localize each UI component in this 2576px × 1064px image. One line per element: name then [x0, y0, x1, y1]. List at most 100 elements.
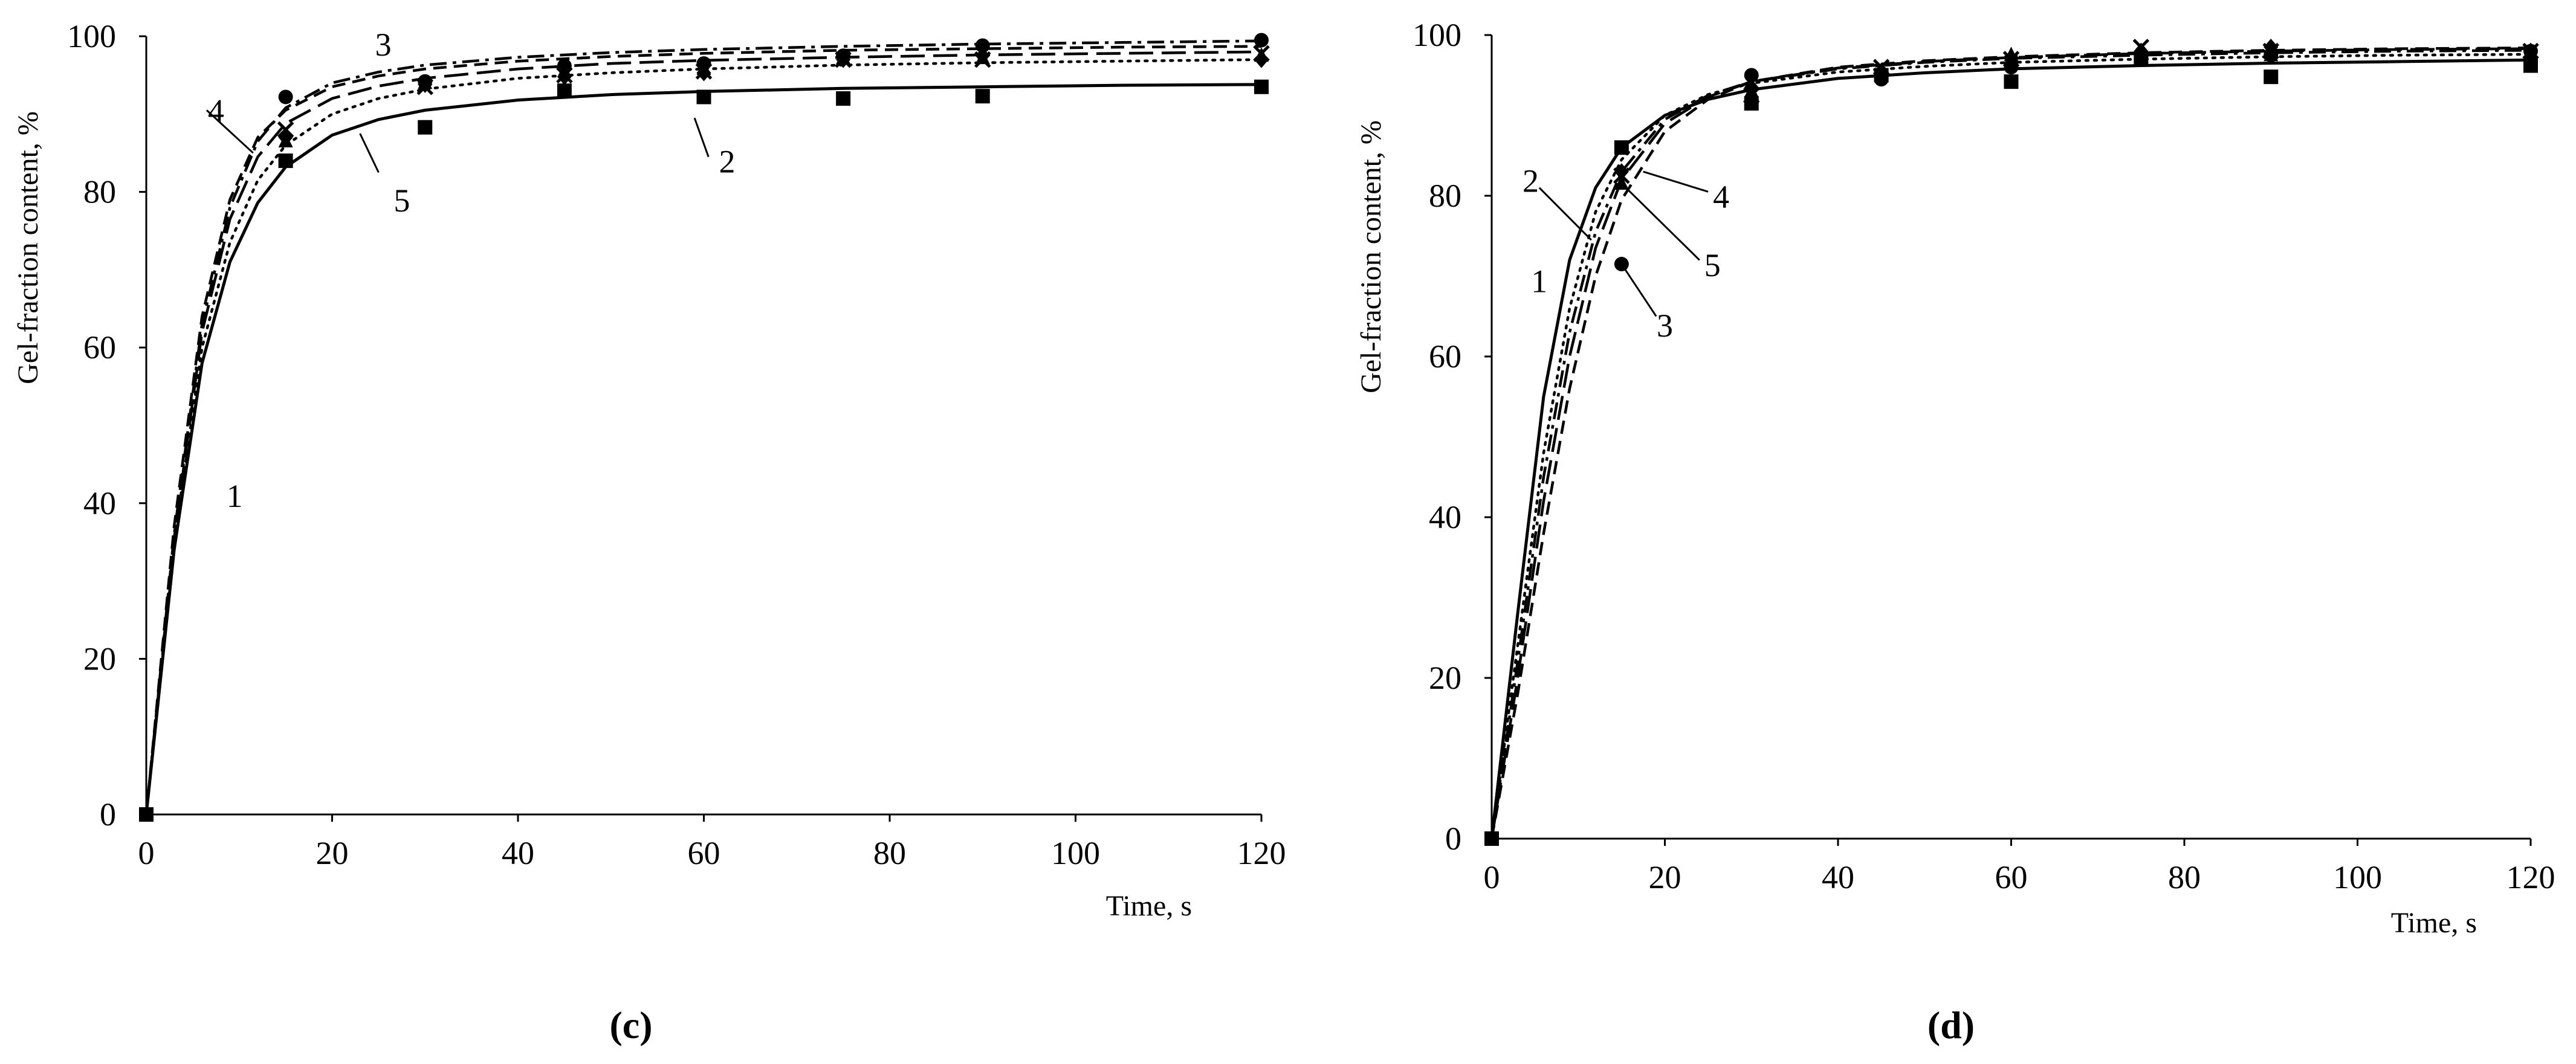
curve-labels-d: 1 2 3 4 5: [1523, 163, 1729, 343]
y-tick-label: 40: [83, 485, 116, 521]
axes-c: 0 20 40 60 80 100 120 0 20 40 60 80 100: [67, 18, 1286, 871]
data-point-series-1: [696, 89, 711, 105]
data-point-series-4: [975, 47, 990, 65]
data-point-series-3: [975, 38, 990, 53]
y-tick-label: 40: [1429, 499, 1461, 535]
x-axis-label: Time, s: [1106, 890, 1192, 922]
y-axis-label: Gel-fraction content, %: [12, 111, 44, 384]
curve-label-5: 5: [393, 182, 410, 219]
curve-label-2: 2: [1523, 163, 1539, 199]
x-tick-label: 120: [1237, 835, 1286, 871]
x-tick-label: 40: [502, 835, 534, 871]
label-leaders-d: [1538, 170, 1709, 317]
data-point-series-5: [1613, 167, 1630, 184]
data-point-series-5: [2522, 42, 2539, 60]
chart-panel-c: 0 20 40 60 80 100 120 0 20 40 60 80 100 1 2 3 4 5 Gel-fr…: [12, 18, 1286, 1046]
x-tick-label: 0: [138, 835, 155, 871]
data-point-series-3: [1744, 68, 1759, 83]
x-tick-label: 120: [2506, 859, 2555, 895]
label-leaders-c: [205, 109, 710, 173]
data-point-series-3: [278, 89, 293, 105]
y-axis-label: Gel-fraction content, %: [1355, 120, 1387, 393]
data-point-series-5: [277, 121, 294, 138]
data-point-series-5: [835, 51, 852, 68]
axes-d: 0 20 40 60 80 100 120 0 20 40 60 80 100: [1413, 17, 2555, 895]
fit-curve-series-4: [144, 45, 1262, 815]
data-point-series-1: [975, 89, 990, 104]
data-point-series-5: [2002, 51, 2020, 68]
x-tick-label: 80: [873, 835, 906, 871]
y-tick-label: 0: [100, 796, 116, 833]
x-tick-label: 40: [1822, 859, 1854, 895]
data-point-series-5: [1743, 86, 1760, 104]
data-point-series-1: [2004, 74, 2019, 89]
curve-label-5: 5: [1704, 247, 1721, 283]
fit-curve-series-3: [1490, 49, 2531, 839]
curve-label-1: 1: [227, 478, 243, 514]
curve-label-4: 4: [1713, 179, 1729, 215]
data-point-series-5: [416, 78, 434, 95]
fit-curve-series-5: [1490, 47, 2531, 839]
data-point-series-5: [2262, 42, 2280, 60]
x-tick-label: 20: [316, 835, 349, 871]
data-point-series-1: [418, 120, 433, 135]
curve-label-4: 4: [208, 93, 224, 129]
curve-label-2: 2: [719, 143, 735, 179]
data-point-series-1: [836, 91, 851, 106]
panel-label: (d): [1927, 1004, 1975, 1046]
fit-curve-series-3: [144, 39, 1262, 815]
x-tick-label: 60: [688, 835, 720, 871]
curve-label-1: 1: [1531, 263, 1547, 300]
data-markers-d: [1484, 38, 2539, 846]
curve-label-3: 3: [1657, 308, 1673, 344]
label-leader-line: [1620, 263, 1657, 317]
y-tick-label: 60: [83, 329, 116, 366]
x-tick-label: 0: [1484, 859, 1500, 895]
data-point-series-4: [2004, 54, 2019, 72]
x-tick-label: 60: [1995, 859, 2028, 895]
y-tick-label: 60: [1429, 338, 1461, 375]
label-leader-line: [693, 117, 710, 158]
data-point-series-1: [1254, 79, 1269, 94]
data-point-series-1: [139, 807, 154, 822]
fit-curves-d: [1490, 47, 2532, 840]
fit-curves-c: [144, 39, 1263, 816]
fit-curve-series-2: [144, 58, 1263, 816]
x-tick-label: 80: [2168, 859, 2201, 895]
data-point-series-1: [2264, 69, 2279, 85]
data-point-series-5: [1872, 59, 1890, 76]
data-markers-c: [139, 33, 1270, 822]
fit-curve-series-4: [1490, 47, 2531, 839]
y-tick-label: 80: [1429, 178, 1461, 214]
y-tick-label: 80: [83, 174, 116, 210]
y-tick-label: 100: [1413, 17, 1461, 53]
label-leader-line: [1625, 187, 1700, 261]
y-tick-label: 20: [83, 640, 116, 677]
data-point-series-5: [1253, 45, 1270, 62]
panel-label: (c): [609, 1004, 652, 1046]
data-point-series-3: [1254, 33, 1269, 48]
data-point-series-2: [1614, 175, 1629, 190]
y-tick-label: 20: [1429, 660, 1461, 696]
data-point-series-1: [1614, 140, 1629, 155]
data-point-series-4: [2134, 42, 2149, 60]
data-point-series-4: [2264, 38, 2279, 56]
fit-curve-series-2: [1490, 53, 2532, 840]
data-point-series-5: [2132, 39, 2150, 56]
y-tick-label: 100: [67, 18, 116, 54]
fit-curve-series-1: [144, 83, 1262, 815]
data-point-series-4: [1874, 62, 1889, 80]
data-point-series-1: [1484, 831, 1499, 846]
x-axis-label: Time, s: [2391, 907, 2477, 939]
fit-curve-series-1: [1490, 58, 2531, 839]
data-point-series-5: [974, 51, 991, 68]
label-leader-line: [1538, 187, 1592, 241]
label-leader-line: [1643, 170, 1709, 193]
data-point-series-5: [695, 63, 713, 80]
label-leader-line: [359, 133, 380, 173]
data-point-series-4: [1614, 163, 1629, 181]
y-tick-label: 0: [1445, 821, 1461, 857]
curve-label-3: 3: [375, 27, 392, 63]
x-tick-label: 20: [1649, 859, 1681, 895]
